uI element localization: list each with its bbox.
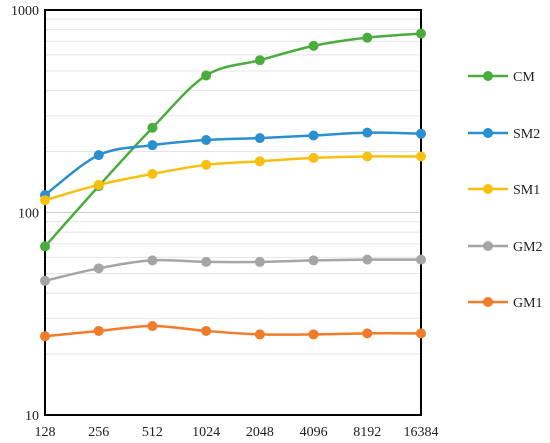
data-point-sm1 [416,151,426,162]
data-point-gm1 [254,329,265,340]
data-point-sm2 [416,128,426,139]
data-point-cm [362,32,373,43]
data-point-cm [201,70,212,81]
data-point-sm2 [254,133,265,144]
legend-item-sm1: SM1 [468,183,540,198]
legend-marker-gm1 [483,297,493,307]
data-point-gm2 [254,256,265,267]
data-point-gm1 [416,328,426,339]
legend-marker-cm [483,71,493,81]
data-point-gm1 [40,331,50,342]
series-gm1 [40,321,426,342]
legend-marker-sm1 [483,184,493,194]
x-axis-ticks: 128 256 512 1024 2048 4096 8192 16384 [35,425,439,440]
series-group [40,28,426,342]
y-tick-label: 10 [25,409,39,424]
data-point-gm2 [93,263,104,274]
data-point-sm2 [201,135,212,146]
data-point-gm2 [308,255,319,266]
y-tick-label: 1000 [11,4,39,19]
data-point-sm1 [254,156,265,167]
data-point-cm [308,40,319,51]
x-tick-label: 128 [35,425,56,440]
data-point-cm [147,122,158,133]
y-axis-ticks: 10 100 1000 [11,4,39,424]
data-point-gm1 [147,321,158,332]
data-point-sm2 [308,130,319,141]
x-tick-label: 1024 [192,425,220,440]
series-sm2 [40,127,426,201]
data-point-sm1 [93,179,104,190]
data-point-gm1 [93,325,104,336]
data-point-sm1 [40,195,50,206]
legend-label-gm1: GM1 [513,296,543,311]
data-point-sm2 [93,150,104,161]
data-point-gm2 [201,256,212,267]
x-tick-label: 2048 [246,425,274,440]
legend-item-cm: CM [468,70,535,85]
data-point-gm2 [416,254,426,265]
x-tick-label: 8192 [353,425,381,440]
legend-label-sm2: SM2 [513,127,540,142]
data-point-gm2 [40,275,50,286]
x-tick-label: 256 [88,425,109,440]
series-sm1 [40,151,426,206]
data-point-gm2 [362,254,373,265]
data-point-gm1 [201,325,212,336]
data-point-cm [40,241,50,252]
legend-item-gm2: GM2 [468,240,543,255]
data-point-cm [416,28,426,39]
data-point-cm [254,55,265,66]
legend-label-sm1: SM1 [513,183,540,198]
data-point-gm2 [147,255,158,266]
y-tick-label: 100 [18,207,39,222]
data-point-sm2 [147,140,158,151]
legend-marker-sm2 [483,128,493,138]
data-point-gm1 [362,328,373,339]
x-tick-label: 4096 [300,425,328,440]
data-point-sm2 [362,127,373,138]
legend-marker-gm2 [483,241,493,251]
data-point-sm1 [308,152,319,163]
legend-item-gm1: GM1 [468,296,543,311]
plot-frame [44,9,422,416]
legend: CM SM2 SM1 GM2 GM1 [468,70,543,311]
legend-item-sm2: SM2 [468,127,540,142]
gridlines [45,18,421,416]
data-point-sm1 [362,151,373,162]
data-point-sm1 [147,168,158,179]
series-line-sm1 [44,155,422,202]
data-point-gm1 [308,329,319,340]
data-point-sm1 [201,159,212,170]
legend-label-cm: CM [513,70,535,85]
series-gm2 [40,254,426,286]
x-tick-label: 512 [142,425,163,440]
x-tick-label: 16384 [404,425,439,440]
legend-label-gm2: GM2 [513,240,543,255]
